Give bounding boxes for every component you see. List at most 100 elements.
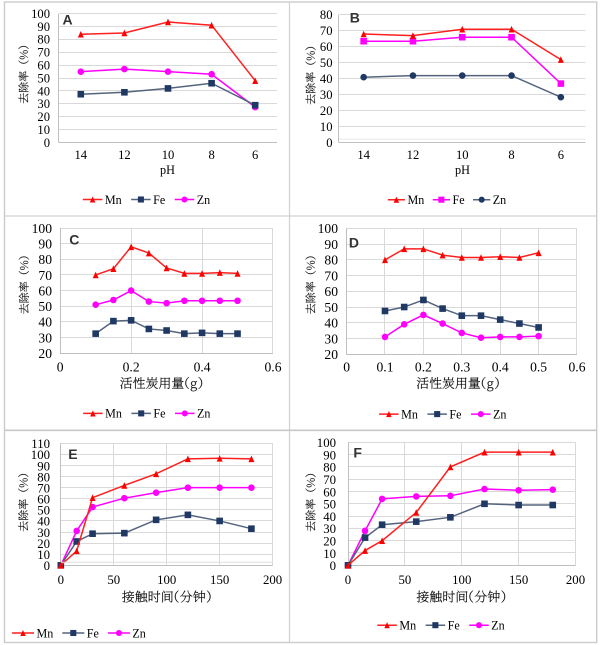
svg-text:60: 60 <box>320 40 333 54</box>
svg-text:Zn: Zn <box>197 193 210 207</box>
svg-text:50: 50 <box>324 300 338 315</box>
svg-text:Fe: Fe <box>452 193 464 207</box>
svg-text:F: F <box>353 444 362 460</box>
svg-text:A: A <box>63 12 73 28</box>
svg-text:30: 30 <box>324 331 338 346</box>
svg-text:12: 12 <box>407 148 420 162</box>
svg-text:30: 30 <box>323 522 336 536</box>
svg-text:20: 20 <box>320 104 333 118</box>
svg-text:8: 8 <box>208 148 214 162</box>
svg-text:90: 90 <box>38 236 52 251</box>
svg-text:Mn: Mn <box>37 626 54 640</box>
svg-text:0.4: 0.4 <box>194 360 211 375</box>
svg-text:80: 80 <box>37 33 50 47</box>
svg-text:pH: pH <box>455 163 470 177</box>
svg-text:10: 10 <box>320 120 333 134</box>
svg-text:Zn: Zn <box>493 193 506 207</box>
svg-text:50: 50 <box>320 56 333 70</box>
svg-text:0.1: 0.1 <box>377 359 394 374</box>
svg-text:70: 70 <box>37 481 50 495</box>
svg-text:100: 100 <box>452 573 471 587</box>
svg-text:12: 12 <box>118 148 131 162</box>
svg-text:100: 100 <box>31 7 50 21</box>
svg-text:0: 0 <box>58 573 64 587</box>
svg-text:14: 14 <box>357 148 370 162</box>
svg-text:Fe: Fe <box>448 619 460 633</box>
svg-text:80: 80 <box>324 253 338 268</box>
svg-text:6: 6 <box>252 148 258 162</box>
svg-text:100: 100 <box>32 221 53 236</box>
svg-text:70: 70 <box>324 268 338 283</box>
svg-text:70: 70 <box>320 24 333 38</box>
svg-text:C: C <box>69 232 79 248</box>
svg-text:Mn: Mn <box>401 407 418 421</box>
svg-text:150: 150 <box>509 573 528 587</box>
svg-text:40: 40 <box>320 72 333 86</box>
svg-text:80: 80 <box>323 461 336 475</box>
svg-text:8: 8 <box>508 148 514 162</box>
svg-text:100: 100 <box>317 436 336 450</box>
svg-text:90: 90 <box>324 237 338 252</box>
svg-text:20: 20 <box>37 537 50 551</box>
svg-text:0.5: 0.5 <box>530 359 547 374</box>
svg-text:Zn: Zn <box>197 407 210 421</box>
svg-text:30: 30 <box>320 88 333 102</box>
svg-text:60: 60 <box>37 493 50 507</box>
svg-text:60: 60 <box>323 485 336 499</box>
svg-text:40: 40 <box>324 316 338 331</box>
svg-text:50: 50 <box>323 498 336 512</box>
svg-text:0: 0 <box>326 136 332 150</box>
svg-text:80: 80 <box>320 8 333 22</box>
svg-text:20: 20 <box>38 346 52 361</box>
svg-text:10: 10 <box>323 547 336 561</box>
svg-text:90: 90 <box>37 20 50 34</box>
svg-text:0.2: 0.2 <box>415 359 432 374</box>
svg-text:50: 50 <box>37 71 50 85</box>
svg-text:20: 20 <box>37 110 50 124</box>
svg-text:B: B <box>350 10 360 26</box>
svg-text:30: 30 <box>37 526 50 540</box>
svg-text:70: 70 <box>323 473 336 487</box>
svg-text:Mn: Mn <box>399 619 416 633</box>
svg-text:0: 0 <box>44 136 50 150</box>
svg-text:E: E <box>68 446 77 462</box>
svg-text:110: 110 <box>31 437 50 451</box>
svg-text:30: 30 <box>38 330 52 345</box>
svg-text:pH: pH <box>160 163 175 177</box>
svg-text:Mn: Mn <box>105 193 122 207</box>
svg-text:20: 20 <box>324 347 338 362</box>
svg-text:40: 40 <box>38 315 52 330</box>
svg-text:Fe: Fe <box>449 407 461 421</box>
svg-text:60: 60 <box>37 59 50 73</box>
svg-text:80: 80 <box>37 470 50 484</box>
svg-text:90: 90 <box>323 448 336 462</box>
svg-text:10: 10 <box>456 148 469 162</box>
svg-text:70: 70 <box>38 268 52 283</box>
svg-text:30: 30 <box>37 97 50 111</box>
svg-text:Fe: Fe <box>153 407 165 421</box>
svg-text:Fe: Fe <box>87 626 99 640</box>
svg-text:100: 100 <box>31 448 50 462</box>
svg-text:10: 10 <box>37 548 50 562</box>
svg-text:60: 60 <box>38 283 52 298</box>
svg-text:Zn: Zn <box>491 619 504 633</box>
svg-text:50: 50 <box>38 299 52 314</box>
svg-text:40: 40 <box>323 510 336 524</box>
svg-text:200: 200 <box>566 573 585 587</box>
svg-text:80: 80 <box>38 252 52 267</box>
svg-text:150: 150 <box>210 573 229 587</box>
svg-text:0.3: 0.3 <box>453 359 470 374</box>
svg-text:0.6: 0.6 <box>569 359 586 374</box>
svg-text:70: 70 <box>37 46 50 60</box>
svg-text:50: 50 <box>37 504 50 518</box>
svg-text:200: 200 <box>263 573 282 587</box>
svg-text:0: 0 <box>57 360 64 375</box>
svg-text:Mn: Mn <box>105 407 122 421</box>
svg-text:100: 100 <box>157 573 176 587</box>
svg-text:0.6: 0.6 <box>265 360 282 375</box>
svg-text:D: D <box>349 235 359 251</box>
svg-text:6: 6 <box>558 148 564 162</box>
svg-text:0.4: 0.4 <box>492 359 509 374</box>
svg-text:60: 60 <box>324 284 338 299</box>
svg-text:40: 40 <box>37 84 50 98</box>
